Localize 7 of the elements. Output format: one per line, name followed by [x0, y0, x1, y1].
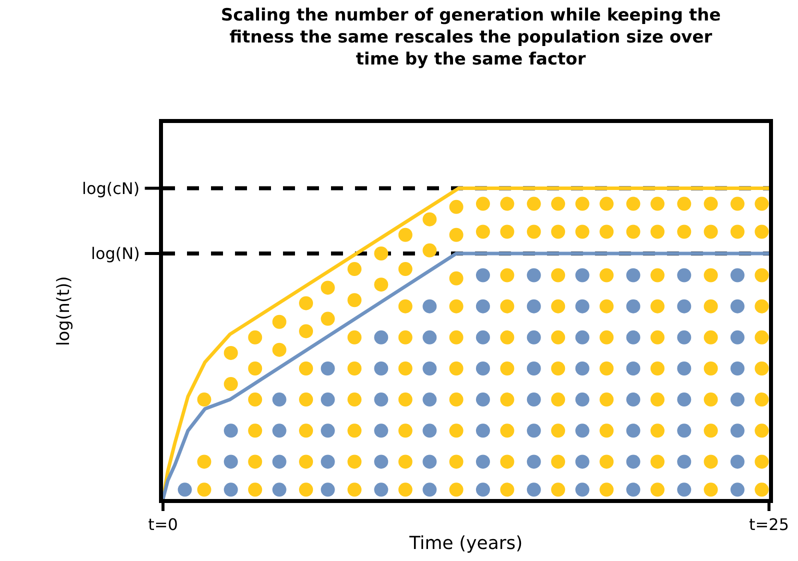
x-axis-title: Time (years) [408, 532, 523, 554]
chart-title: Scaling the number of generation while keeping the fitness the same rescales the population size over time by the same factor [220, 5, 721, 70]
y-axis-title: log(n(t)) [54, 276, 74, 346]
x-tick-label: t=25 [748, 515, 790, 534]
ref-line-label: log(N) [91, 244, 140, 263]
ref-line-label: log(cN) [82, 179, 140, 198]
x-tick-label: t=0 [148, 515, 178, 534]
